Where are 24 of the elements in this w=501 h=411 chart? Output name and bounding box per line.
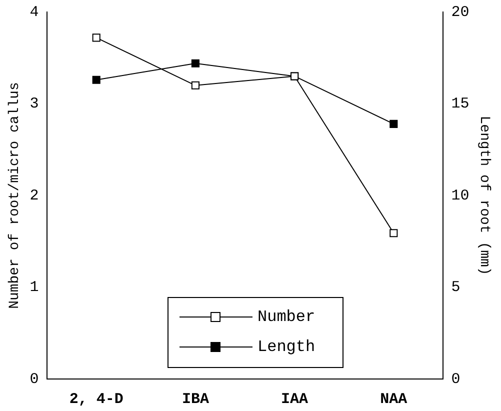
y-tick-label: 4 xyxy=(30,4,39,21)
legend-label: Length xyxy=(258,338,316,356)
y2-axis-title: Length of root (mm) xyxy=(476,116,492,276)
y2-tick-label: 20 xyxy=(451,4,470,21)
y-axis-title: Number of root/micro callus xyxy=(7,82,24,309)
point xyxy=(92,34,100,42)
y-tick-label: 0 xyxy=(30,370,39,388)
y2-tick-label: 5 xyxy=(451,279,460,296)
y2-tick-label: 15 xyxy=(451,96,470,113)
x-tick-label: NAA xyxy=(380,390,408,408)
point xyxy=(92,76,100,84)
point xyxy=(390,229,398,238)
point xyxy=(390,120,398,128)
y2-tick-label: 0 xyxy=(451,370,460,388)
x-tick-label: IAA xyxy=(281,390,308,408)
y-tick-label: 3 xyxy=(30,96,39,113)
y-tick-label: 2 xyxy=(30,187,39,204)
y2-tick-label: 10 xyxy=(451,187,470,204)
y-tick-label: 1 xyxy=(30,279,39,296)
x-tick-label: 2, 4-D xyxy=(69,390,124,408)
point xyxy=(191,81,200,90)
x-tick-label: IBA xyxy=(182,390,209,408)
point xyxy=(191,59,200,68)
legend-label: Number xyxy=(258,308,316,326)
